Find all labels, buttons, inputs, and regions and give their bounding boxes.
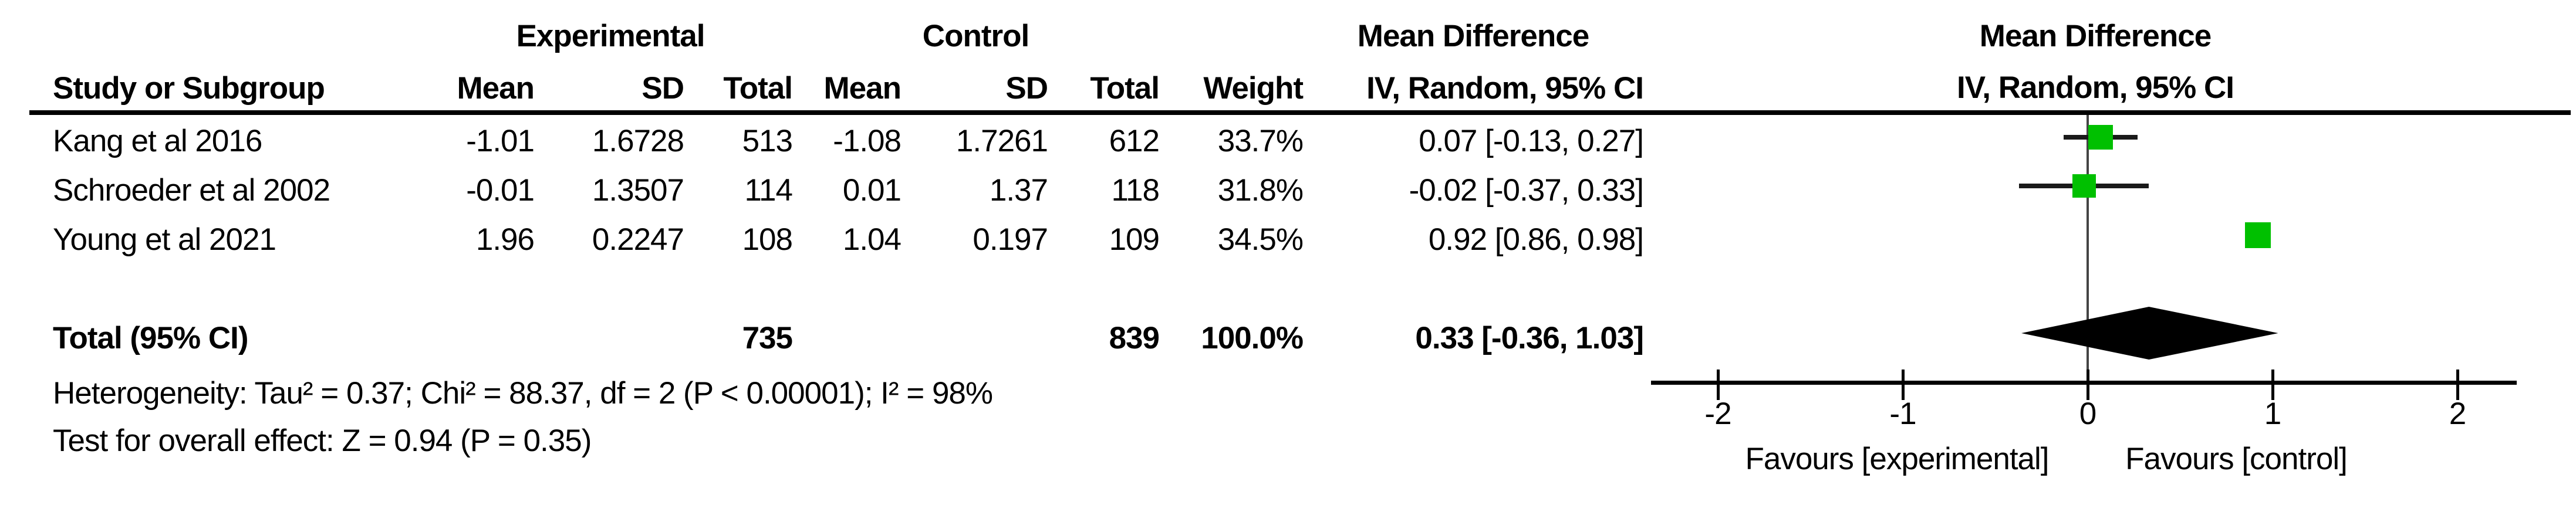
x-axis-tick-label: 2 bbox=[2449, 396, 2466, 431]
cell-weight: 33.7% bbox=[1217, 124, 1304, 158]
cell-weight: 31.8% bbox=[1217, 173, 1304, 208]
header-md-ci: IV, Random, 95% CI bbox=[1366, 71, 1644, 106]
zero-effect-line bbox=[2087, 115, 2089, 382]
study-marker bbox=[2244, 222, 2271, 248]
heterogeneity-note: Heterogeneity: Tau² = 0.37; Chi² = 88.37… bbox=[53, 376, 993, 411]
header-exp-sd: SD bbox=[642, 71, 684, 106]
x-axis-tick bbox=[2087, 370, 2089, 400]
study-marker bbox=[2072, 174, 2096, 198]
cell-exp-mean: -0.01 bbox=[466, 173, 535, 208]
header-ctl-mean: Mean bbox=[823, 71, 902, 106]
cell-exp-total: 108 bbox=[742, 222, 793, 257]
x-axis-tick-label: 0 bbox=[2079, 396, 2096, 431]
cell-study: Kang et al 2016 bbox=[53, 124, 262, 158]
cell-exp-sd: 1.3507 bbox=[592, 173, 684, 208]
cell-ctl-sd: 0.197 bbox=[973, 222, 1048, 257]
plot-subtitle: IV, Random, 95% CI bbox=[1957, 70, 2234, 105]
x-axis-tick-label: -2 bbox=[1704, 396, 1731, 431]
plot-title: Mean Difference bbox=[1979, 19, 2212, 53]
mean-difference-column-header: Mean Difference bbox=[1357, 19, 1589, 53]
total-weight: 100.0% bbox=[1201, 321, 1304, 355]
cell-weight: 34.5% bbox=[1217, 222, 1304, 257]
total-label: Total (95% CI) bbox=[53, 321, 249, 355]
cell-ctl-mean: 1.04 bbox=[842, 222, 902, 257]
cell-ctl-total: 118 bbox=[1111, 173, 1160, 208]
table-row: Schroeder et al 2002 -0.01 1.3507 114 0.… bbox=[53, 172, 1644, 209]
cell-ctl-sd: 1.7261 bbox=[956, 124, 1048, 158]
cell-study: Young et al 2021 bbox=[53, 222, 276, 257]
table-row: Kang et al 2016 -1.01 1.6728 513 -1.08 1… bbox=[53, 123, 1644, 160]
favours-right-label: Favours [control] bbox=[2125, 442, 2348, 476]
cell-exp-mean: -1.01 bbox=[466, 124, 535, 158]
total-md-ci: 0.33 [-0.36, 1.03] bbox=[1415, 321, 1644, 355]
cell-md-ci: 0.07 [-0.13, 0.27] bbox=[1419, 124, 1644, 158]
x-axis-tick bbox=[2456, 370, 2459, 400]
x-axis-tick-label: -1 bbox=[1889, 396, 1916, 431]
header-exp-mean: Mean bbox=[457, 71, 535, 106]
cell-exp-sd: 1.6728 bbox=[592, 124, 684, 158]
total-ctl-total: 839 bbox=[1109, 321, 1160, 355]
x-axis-tick bbox=[2271, 370, 2274, 400]
cell-exp-mean: 1.96 bbox=[475, 222, 535, 257]
x-axis-tick bbox=[1902, 370, 1905, 400]
favours-left-label: Favours [experimental] bbox=[1745, 442, 2049, 476]
header-exp-total: Total bbox=[723, 71, 793, 106]
cell-ctl-total: 612 bbox=[1109, 124, 1160, 158]
experimental-group-header: Experimental bbox=[516, 19, 705, 53]
cell-ctl-mean: -1.08 bbox=[833, 124, 902, 158]
header-study: Study or Subgroup bbox=[53, 71, 325, 106]
total-exp-total: 735 bbox=[742, 321, 793, 355]
pooled-diamond bbox=[2021, 307, 2278, 360]
cell-ctl-total: 109 bbox=[1109, 222, 1160, 257]
cell-md-ci: -0.02 [-0.37, 0.33] bbox=[1409, 173, 1644, 208]
cell-exp-total: 114 bbox=[744, 173, 794, 208]
total-row: Total (95% CI) 735 839 100.0% 0.33 [-0.3… bbox=[53, 320, 1644, 357]
header-weight: Weight bbox=[1203, 71, 1304, 106]
cell-exp-total: 513 bbox=[742, 124, 793, 158]
x-axis-tick-label: 1 bbox=[2264, 396, 2281, 431]
cell-ctl-sd: 1.37 bbox=[989, 173, 1048, 208]
table-header-row: Study or Subgroup Mean SD Total Mean SD … bbox=[53, 70, 1644, 107]
x-axis-tick bbox=[1717, 370, 1720, 400]
overall-effect-note: Test for overall effect: Z = 0.94 (P = 0… bbox=[53, 423, 592, 458]
control-group-header: Control bbox=[922, 19, 1029, 53]
cell-md-ci: 0.92 [0.86, 0.98] bbox=[1428, 222, 1644, 257]
study-marker bbox=[2088, 125, 2114, 150]
header-separator-line bbox=[29, 110, 2571, 115]
table-row: Young et al 2021 1.96 0.2247 108 1.04 0.… bbox=[53, 222, 1644, 258]
header-ctl-total: Total bbox=[1090, 71, 1160, 106]
cell-study: Schroeder et al 2002 bbox=[53, 173, 330, 208]
header-ctl-sd: SD bbox=[1005, 71, 1048, 106]
x-axis-line bbox=[1651, 381, 2517, 385]
cell-exp-sd: 0.2247 bbox=[592, 222, 684, 257]
cell-ctl-mean: 0.01 bbox=[842, 173, 902, 208]
